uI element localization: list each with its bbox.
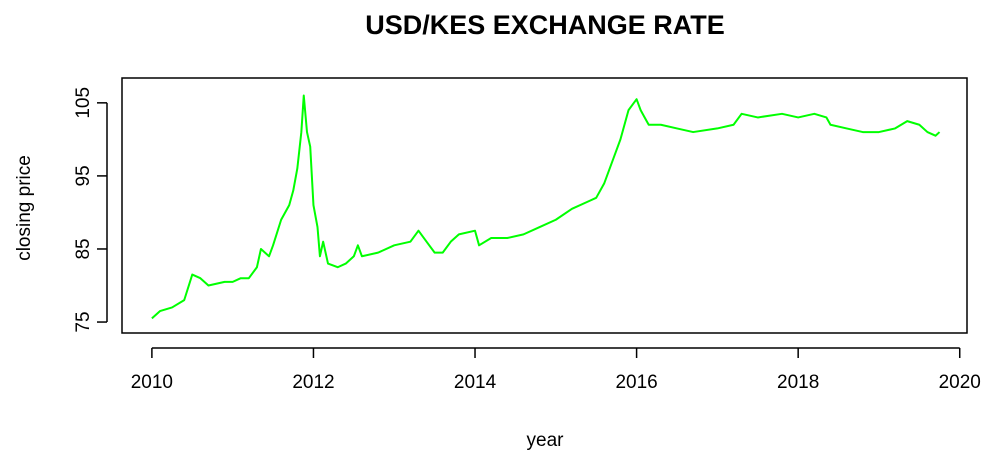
y-tick-label: 95 [73, 165, 94, 186]
x-tick-label: 2012 [292, 372, 334, 393]
chart-title: USD/KES EXCHANGE RATE [365, 10, 725, 40]
x-tick-label: 2020 [939, 372, 981, 393]
x-tick-label: 2010 [131, 372, 173, 393]
x-axis-label: year [527, 430, 565, 451]
line-series [151, 94, 941, 320]
y-tick-label: 75 [73, 311, 94, 332]
y-axis-label: closing price [14, 155, 35, 261]
x-tick-label: 2016 [615, 372, 657, 393]
y-tick-label: 105 [73, 87, 94, 119]
x-tick-label: 2018 [777, 372, 819, 393]
y-tick-label: 85 [73, 238, 94, 259]
x-tick-label: 2014 [454, 372, 497, 393]
plot-frame [121, 77, 968, 334]
